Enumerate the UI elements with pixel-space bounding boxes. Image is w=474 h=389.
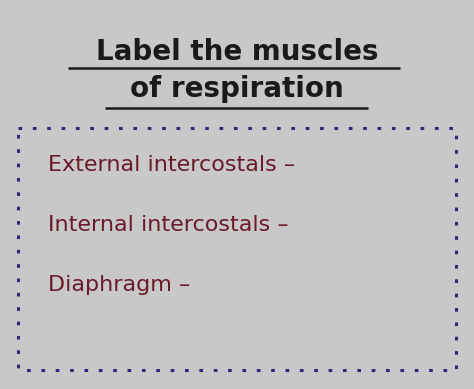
Text: External intercostals –: External intercostals – — [48, 155, 295, 175]
Text: Diaphragm –: Diaphragm – — [48, 275, 190, 295]
Text: Label the muscles: Label the muscles — [96, 38, 378, 66]
Text: of respiration: of respiration — [130, 75, 344, 103]
Bar — [18, 128, 456, 370]
Text: Internal intercostals –: Internal intercostals – — [48, 215, 289, 235]
